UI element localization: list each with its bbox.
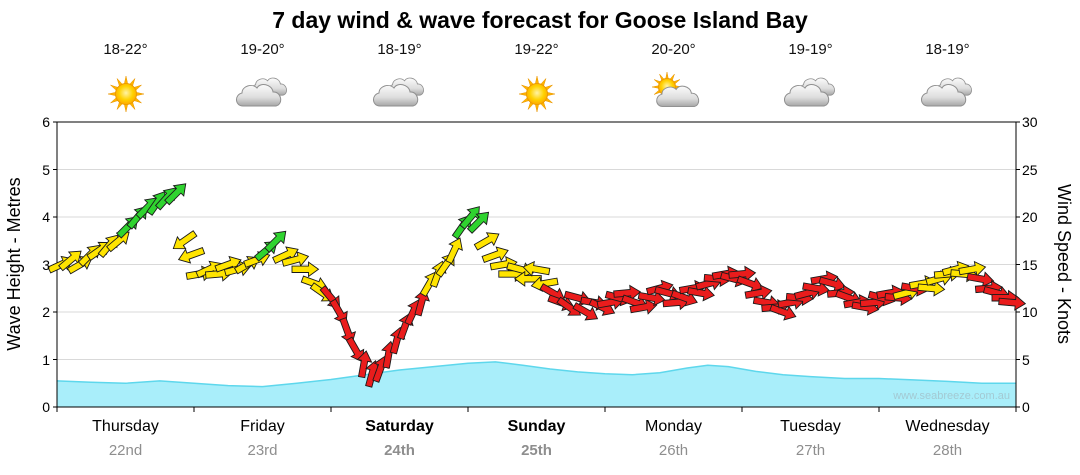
temperature-label: 18-19° [377, 41, 422, 58]
weather-icon-box [88, 68, 164, 125]
day-date-label: 24th [384, 442, 415, 459]
wind-arrow [818, 276, 847, 293]
wind-arrow [917, 280, 946, 297]
wind-arrow [958, 260, 987, 277]
temperature-label: 18-19° [925, 41, 970, 58]
wind-arrows [47, 183, 1027, 388]
wind-arrow [473, 232, 500, 251]
wind-arrow [345, 336, 365, 363]
cloud-icon [656, 85, 700, 108]
wind-arrow [356, 350, 373, 379]
wind-arrow [291, 261, 320, 278]
weather-icon-sunny [518, 75, 556, 113]
weather-icon-cloudy [373, 77, 424, 107]
weather-icon-box [499, 68, 575, 125]
wind-arrow [466, 211, 490, 234]
day-date-label: 28th [932, 442, 963, 459]
day-name-label: Thursday [92, 418, 159, 435]
day-name-label: Monday [645, 418, 702, 435]
left-axis-tick-label: 1 [42, 352, 50, 368]
day-date-label: 27th [795, 442, 826, 459]
day-name-label: Sunday [507, 418, 566, 435]
wind-arrow [687, 285, 715, 302]
temperature-label: 20-20° [651, 41, 696, 58]
wind-arrow [966, 271, 995, 288]
watermark: www.seabreeze.com.au [892, 390, 1010, 402]
gridlines [57, 169, 1016, 360]
wind-arrow [281, 251, 310, 267]
weather-icon-box [636, 68, 712, 125]
wave-height-area [56, 361, 1016, 407]
left-axis-tick-label: 0 [42, 399, 50, 415]
sun-icon [518, 75, 556, 113]
weather-icon-cloudy [784, 77, 835, 107]
left-axis-tick-label: 2 [42, 304, 50, 320]
cloud-icon [921, 84, 967, 107]
right-axis-tick-label: 15 [1022, 257, 1038, 273]
right-axis-tick-label: 5 [1022, 352, 1030, 368]
day-name-label: Saturday [365, 418, 434, 435]
wind-arrow [769, 303, 797, 321]
weather-icon-partly-cloudy [651, 71, 700, 108]
wind-arrow [613, 284, 642, 301]
weather-icon-box [910, 68, 986, 125]
right-axis-tick-label: 20 [1022, 209, 1038, 225]
day-name-label: Tuesday [780, 418, 841, 435]
weather-icon-cloudy [921, 77, 972, 107]
wind-arrow [802, 280, 831, 297]
wind-arrow [459, 206, 480, 230]
day-date-label: 25th [521, 442, 552, 459]
temperature-label: 19-22° [514, 41, 559, 58]
wind-arrow [629, 298, 658, 315]
weather-icon-cloudy [236, 77, 287, 107]
right-axis-tick-label: 30 [1022, 114, 1038, 130]
left-axis-tick-label: 5 [42, 162, 50, 178]
wind-arrow [744, 284, 773, 301]
wind-arrow [445, 237, 463, 265]
left-axis-tick-label: 6 [42, 114, 50, 130]
temperature-label: 19-20° [240, 41, 285, 58]
day-date-label: 23rd [247, 442, 278, 459]
day-name-label: Friday [240, 418, 285, 435]
wind-arrow [572, 302, 599, 321]
sun-icon [107, 75, 145, 113]
weather-icon-box [225, 68, 301, 125]
wind-arrow [58, 250, 82, 272]
day-date-label: 22nd [108, 442, 143, 459]
right-axis-tick-label: 10 [1022, 304, 1038, 320]
weather-icon-box [362, 68, 438, 125]
wind-arrow [264, 230, 287, 253]
wind-arrow [514, 270, 542, 287]
right-axis-tick-label: 25 [1022, 162, 1038, 178]
wind-arrow [728, 265, 757, 282]
temperature-label: 19-19° [788, 41, 833, 58]
left-axis-tick-label: 3 [42, 257, 50, 273]
wind-arrow [177, 246, 206, 264]
wind-arrow [637, 290, 666, 307]
temperature-label: 18-22° [103, 41, 148, 58]
day-date-label: 26th [658, 442, 689, 459]
wind-arrow [172, 230, 198, 250]
weather-icon-sunny [107, 75, 145, 113]
page-title: 7 day wind & wave forecast for Goose Isl… [272, 7, 808, 33]
wind-arrow [164, 183, 187, 206]
wind-arrow [522, 260, 551, 277]
cloud-icon [784, 84, 830, 107]
day-name-label: Wednesday [905, 418, 990, 435]
cloud-icon [236, 84, 282, 107]
weather-icon-box [773, 68, 849, 125]
wind-arrow [481, 246, 509, 264]
left-axis-tick-label: 4 [42, 209, 50, 225]
right-axis-tick-label: 0 [1022, 399, 1030, 415]
wind-arrow [998, 294, 1027, 311]
cloud-icon [373, 84, 419, 107]
